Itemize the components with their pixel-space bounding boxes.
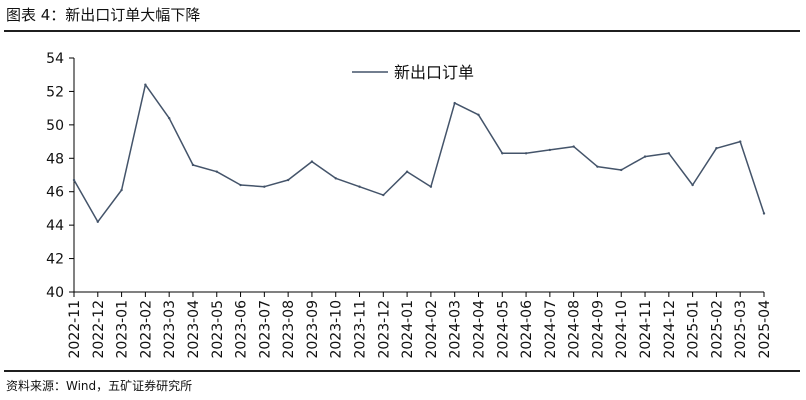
x-tick-label: 2024-12	[662, 300, 678, 359]
data-point	[358, 185, 361, 188]
y-tick-label: 54	[46, 51, 64, 67]
data-point	[762, 212, 766, 215]
data-point	[453, 101, 456, 105]
data-point	[382, 193, 385, 197]
data-point	[691, 183, 694, 187]
x-tick-label: 2022-12	[91, 300, 107, 359]
data-point	[405, 170, 409, 173]
y-tick-label: 52	[46, 84, 64, 100]
x-tick-label: 2023-03	[162, 300, 178, 359]
data-point	[715, 147, 718, 150]
x-tick-label: 2023-01	[115, 300, 131, 359]
data-point	[667, 152, 671, 155]
figure-title: 图表 4：新出口订单大幅下降	[6, 6, 201, 24]
data-point	[334, 177, 337, 180]
y-tick-label: 40	[46, 285, 64, 301]
data-point	[191, 163, 195, 167]
x-tick-label: 2025-02	[709, 300, 725, 359]
x-tick-label: 2025-01	[686, 300, 702, 359]
x-tick-label: 2023-08	[281, 300, 297, 359]
x-tick-label: 2024-02	[424, 300, 440, 359]
data-point	[167, 116, 171, 120]
x-tick-label: 2023-07	[257, 300, 273, 359]
x-tick-label: 2024-03	[448, 300, 464, 359]
data-point	[286, 178, 290, 182]
x-tick-label: 2024-04	[471, 300, 487, 359]
data-point	[429, 185, 433, 188]
series-layer	[72, 83, 766, 223]
x-tick-label: 2023-10	[329, 300, 345, 359]
data-point	[739, 140, 742, 143]
data-point	[72, 178, 76, 182]
bottom-rule	[4, 370, 800, 372]
data-point	[477, 113, 480, 117]
data-point	[310, 160, 314, 163]
data-point	[572, 145, 575, 148]
y-tick-label: 42	[46, 252, 64, 268]
data-point	[263, 185, 266, 188]
y-tick-label: 48	[46, 151, 64, 167]
x-tick-label: 2023-02	[138, 300, 154, 359]
data-point	[215, 170, 218, 173]
x-tick-label: 2023-05	[210, 300, 226, 359]
x-tick-label: 2023-12	[376, 300, 392, 359]
data-point	[96, 220, 99, 223]
x-tick-label: 2024-09	[590, 300, 606, 359]
data-point	[144, 83, 147, 86]
y-tick-label: 50	[46, 118, 64, 134]
x-tick-label: 2023-06	[234, 300, 250, 359]
data-point	[620, 168, 623, 172]
x-tick-label: 2023-09	[305, 300, 321, 359]
series-line-new-export-orders	[73, 83, 765, 223]
x-tick-label: 2024-08	[567, 300, 583, 359]
top-rule	[4, 30, 800, 32]
x-tick-label: 2025-04	[757, 300, 773, 359]
chart-legend: 新出口订单	[352, 63, 474, 82]
x-tick-label: 2024-01	[400, 300, 416, 359]
x-tick-label: 2024-06	[519, 300, 535, 359]
data-point	[120, 188, 123, 192]
x-tick-label: 2024-07	[543, 300, 559, 359]
x-tick-label: 2025-03	[733, 300, 749, 359]
y-tick-label: 44	[46, 218, 64, 234]
x-tick-label: 2024-10	[614, 300, 630, 359]
legend-label: 新出口订单	[394, 63, 474, 82]
data-point	[548, 148, 552, 152]
x-tick-label: 2022-11	[67, 300, 83, 359]
x-tick-label: 2023-04	[186, 300, 202, 359]
data-point	[524, 152, 528, 155]
data-point	[501, 152, 504, 155]
x-tick-label: 2023-11	[353, 300, 369, 359]
data-point	[643, 155, 647, 158]
x-tick-label: 2024-05	[495, 300, 511, 359]
source-note: 资料来源：Wind，五矿证券研究所	[6, 379, 193, 393]
y-tick-label: 46	[46, 185, 64, 201]
x-tick-label: 2024-11	[638, 300, 654, 359]
chart-axes: 40 42 44 46 48 50 52 54 2022-11 2022-12 2023-01 202…	[46, 51, 773, 359]
data-point	[596, 165, 599, 168]
data-point	[239, 183, 242, 187]
